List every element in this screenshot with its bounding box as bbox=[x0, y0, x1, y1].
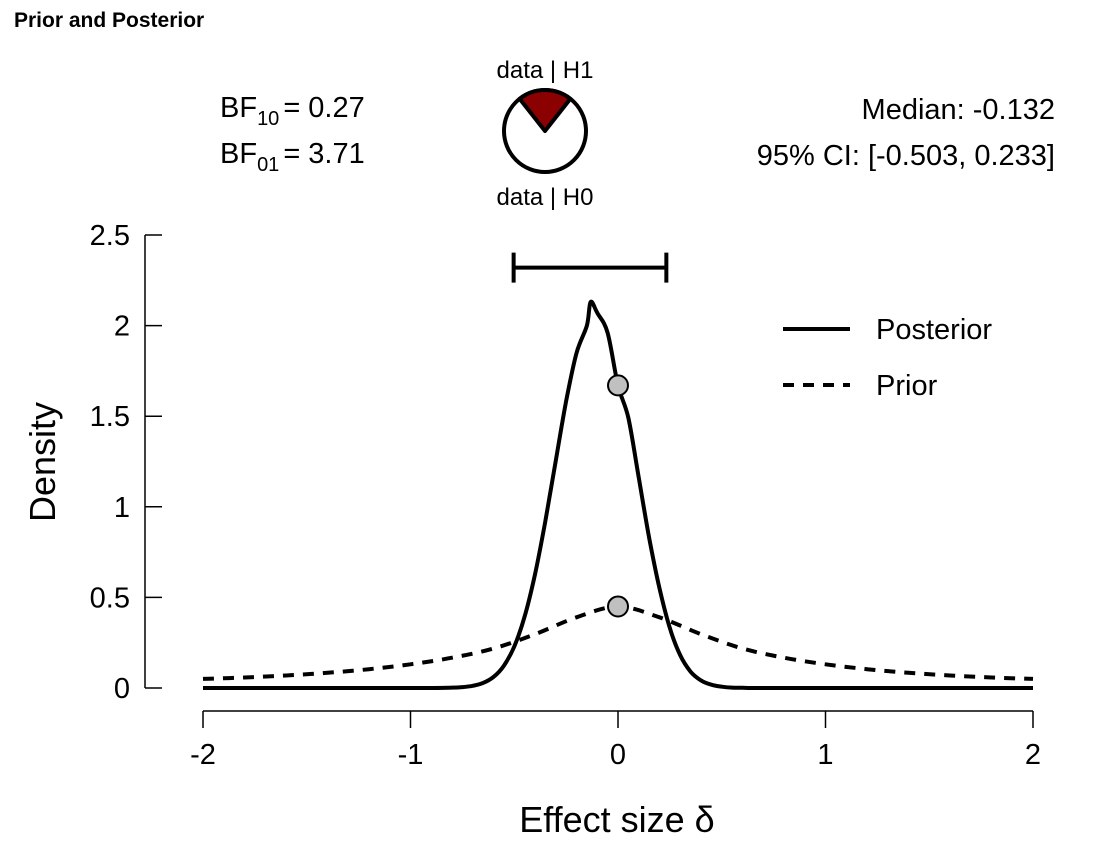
x-tick-label: -1 bbox=[398, 739, 424, 771]
density-points bbox=[607, 374, 629, 618]
x-tick-label: 1 bbox=[817, 739, 833, 771]
bf01-text: BF01 = 3.71 bbox=[220, 138, 365, 176]
axes: 0 0.5 1 1.5 2 2.5 -2 -1 0 1 2 bbox=[90, 220, 1041, 771]
y-tick-label: 1.5 bbox=[90, 401, 130, 433]
y-tick-label: 0.5 bbox=[90, 582, 130, 614]
x-tick-label: 0 bbox=[610, 739, 626, 771]
panel-title: Prior and Posterior bbox=[14, 9, 205, 32]
bf10-text: BF10 = 0.27 bbox=[220, 92, 365, 130]
series-lines bbox=[202, 299, 1034, 691]
y-tick-label: 2 bbox=[114, 311, 130, 343]
pie-chart bbox=[502, 88, 588, 174]
density-point bbox=[607, 595, 629, 618]
density-point bbox=[607, 374, 629, 397]
legend-label-posterior: Posterior bbox=[876, 314, 992, 346]
pie-h1-slice bbox=[517, 88, 573, 133]
y-tick-label: 1 bbox=[114, 492, 130, 524]
x-axis-label: Effect size δ bbox=[519, 799, 714, 840]
x-tick-label: -2 bbox=[190, 739, 216, 771]
legend: Posterior Prior bbox=[783, 314, 992, 402]
pie-top-label: data | H1 bbox=[497, 57, 594, 84]
credible-interval-bar bbox=[511, 252, 669, 283]
legend-label-prior: Prior bbox=[876, 370, 938, 402]
y-axis-label: Density bbox=[22, 402, 63, 522]
y-tick-label: 2.5 bbox=[90, 220, 130, 252]
posterior-line bbox=[202, 299, 1033, 691]
x-tick-label: 2 bbox=[1025, 739, 1041, 771]
y-tick-label: 0 bbox=[114, 673, 130, 705]
ci-text: 95% CI: [-0.503, 0.233] bbox=[757, 140, 1055, 172]
median-text: Median: -0.132 bbox=[862, 94, 1055, 126]
pie-bottom-label: data | H0 bbox=[497, 184, 594, 211]
